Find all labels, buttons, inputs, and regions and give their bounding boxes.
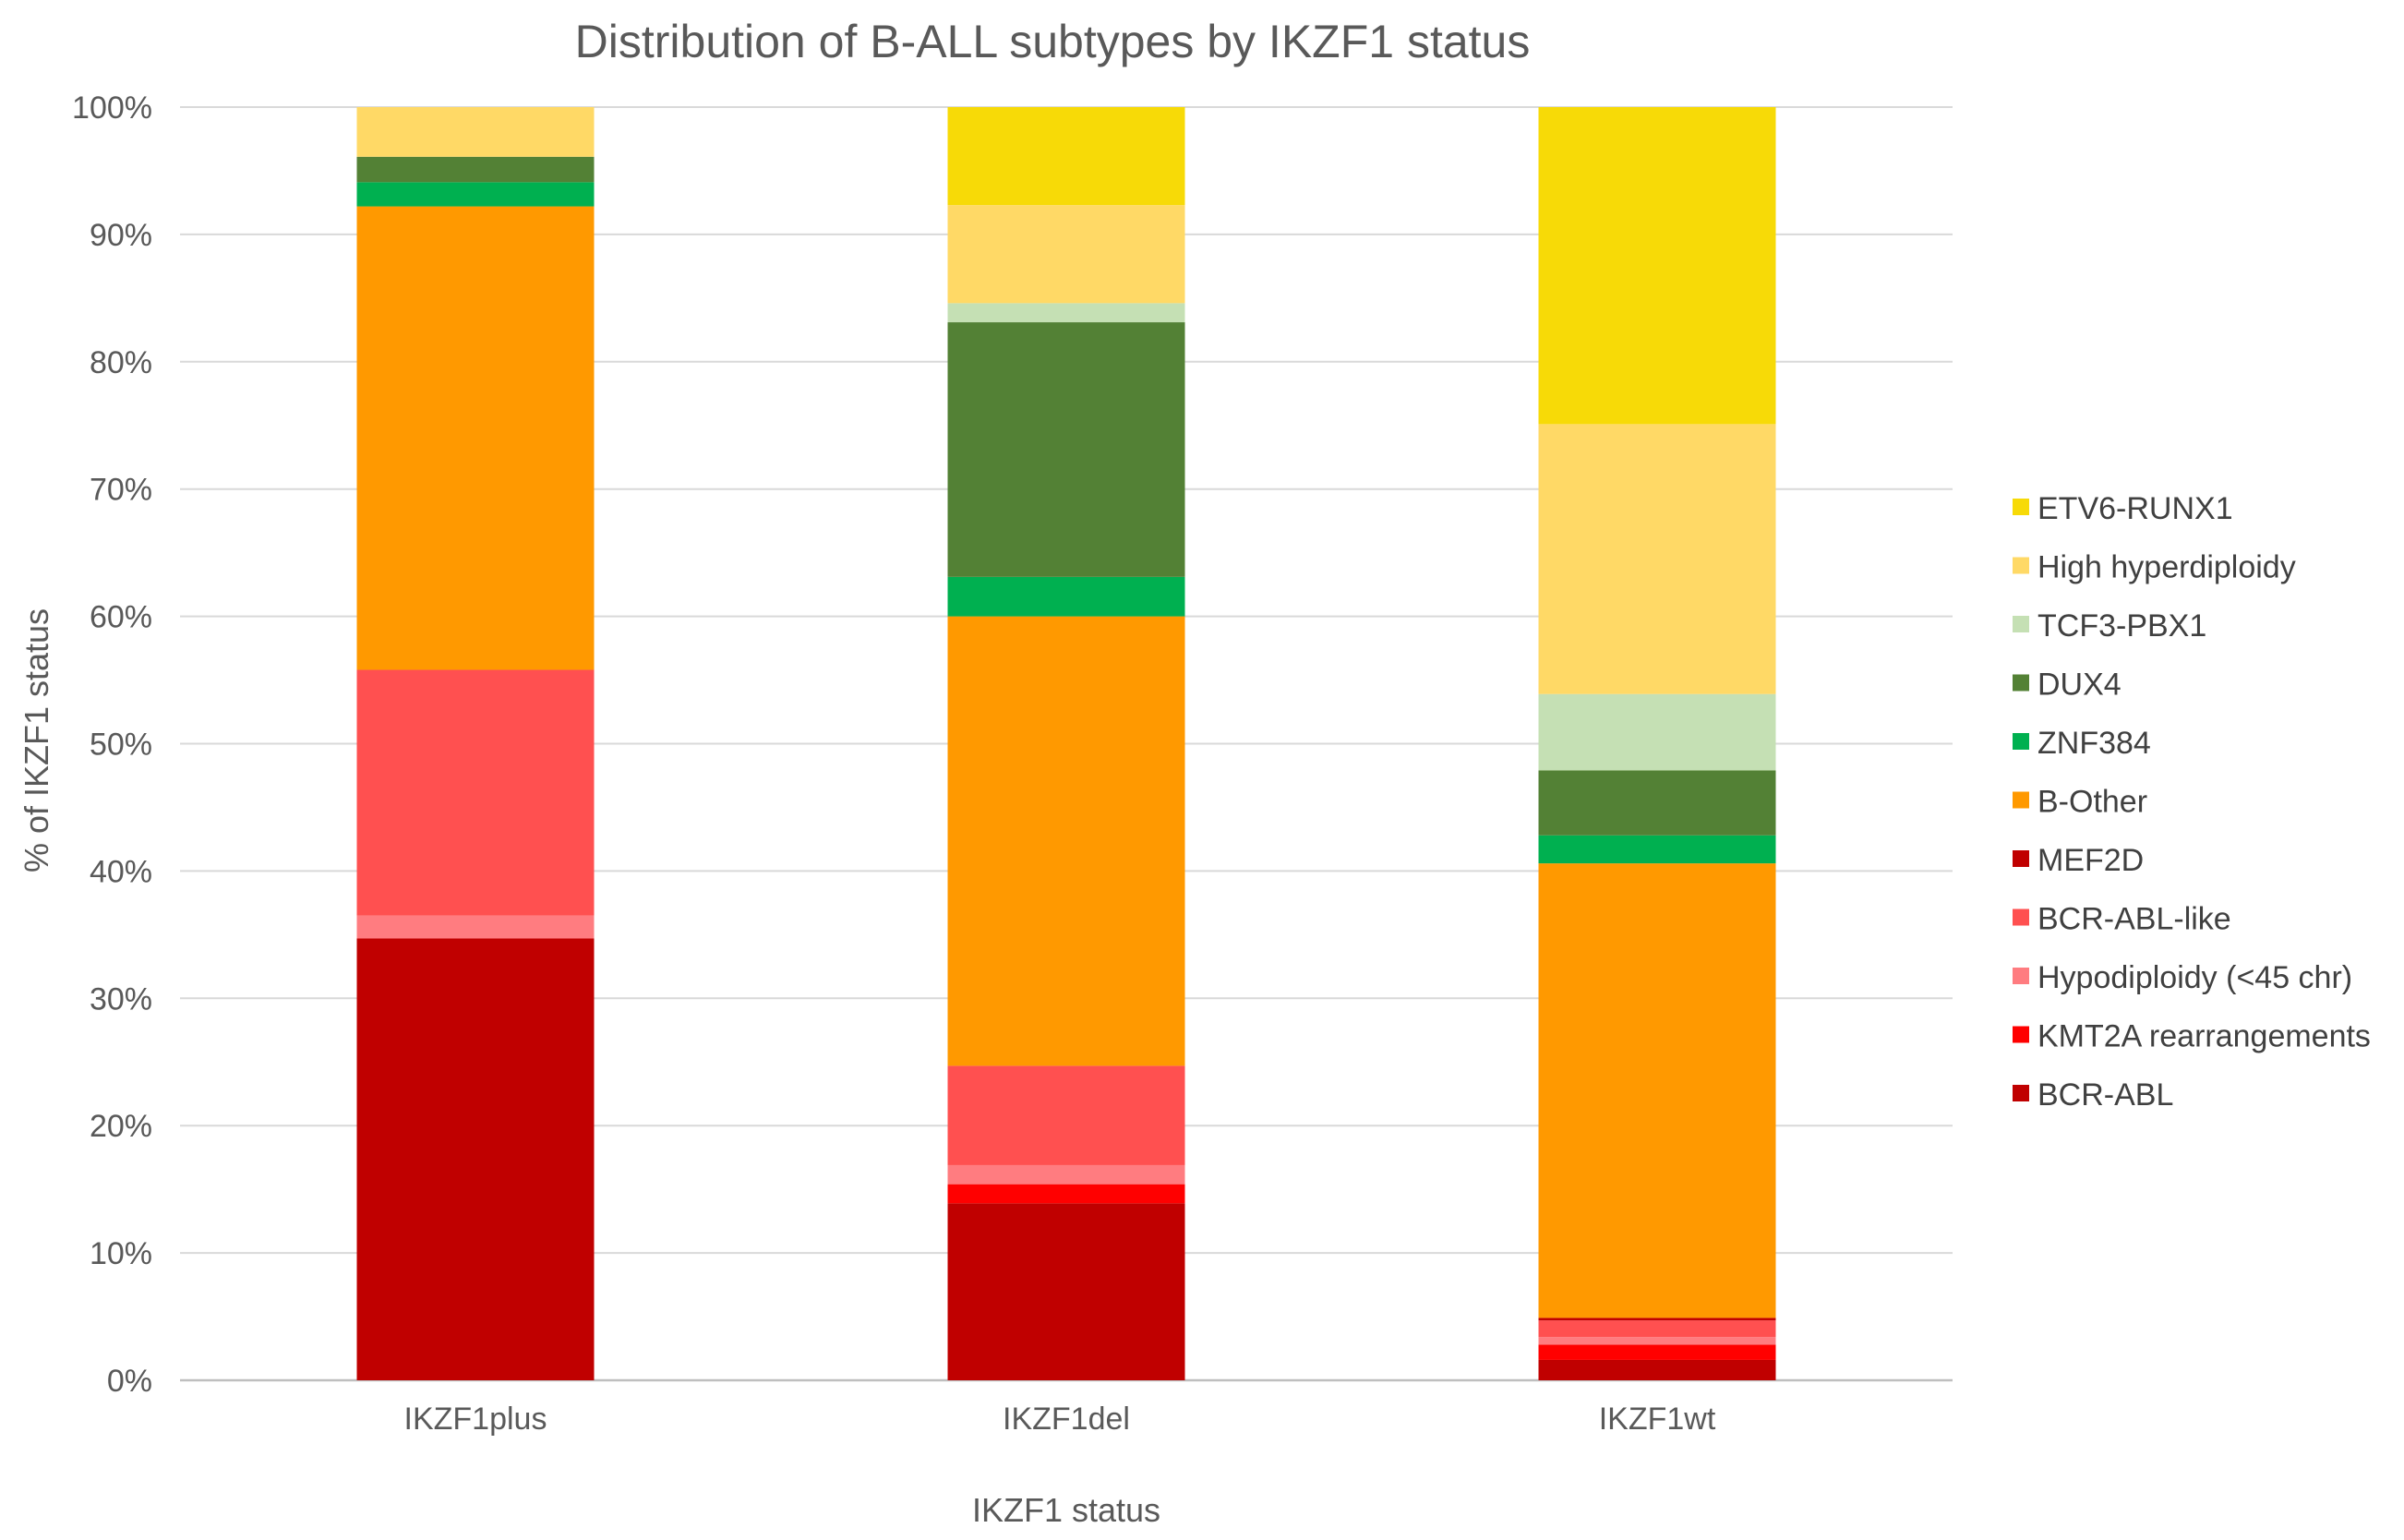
legend-swatch [2013, 557, 2029, 574]
y-tick-label: 60% [90, 600, 152, 635]
bar-segment [356, 107, 595, 157]
bar-segment [356, 915, 595, 939]
bar-segment [356, 182, 595, 207]
bar-segment [947, 205, 1185, 304]
bar-stack-IKZF1wt [1538, 107, 1776, 1380]
legend-item: Hypodiploidy (<45 chr) [2013, 960, 2352, 995]
y-tick-label: 80% [90, 345, 152, 380]
legend-item: B-Other [2013, 785, 2147, 820]
bar-segment [1538, 863, 1776, 1318]
legend-item: BCR-ABL-like [2013, 902, 2231, 937]
y-axis-label: % of IKZF1 status [18, 608, 55, 872]
bar-segment [356, 156, 595, 183]
bar-segment [356, 206, 595, 670]
legend-label: ETV6-RUNX1 [2037, 491, 2233, 526]
bar-stack-IKZF1del [947, 107, 1185, 1380]
bar-segment [947, 1065, 1185, 1165]
bar-segment [1538, 770, 1776, 836]
bar-segment [947, 576, 1185, 617]
legend-label: B-Other [2037, 785, 2147, 820]
bar-segment [947, 322, 1185, 577]
legend-swatch [2013, 616, 2029, 632]
legend-swatch [2013, 733, 2029, 750]
legend-swatch [2013, 1085, 2029, 1101]
y-tick-label: 10% [90, 1236, 152, 1271]
legend-swatch [2013, 968, 2029, 984]
legend-label: High hyperdiploidy [2037, 550, 2296, 585]
x-tick-label: IKZF1plus [404, 1402, 547, 1437]
bars [356, 107, 1776, 1380]
bar-segment [947, 107, 1185, 206]
bar-segment [356, 938, 595, 1380]
x-tick-label: IKZF1del [1003, 1402, 1130, 1437]
bar-segment [1538, 693, 1776, 771]
legend-item: MEF2D [2013, 843, 2144, 878]
legend-swatch [2013, 674, 2029, 692]
y-tick-label: 20% [90, 1109, 152, 1144]
y-tick-label: 90% [90, 218, 152, 253]
bar-segment [947, 303, 1185, 323]
legend-swatch [2013, 1026, 2029, 1043]
legend-item: High hyperdiploidy [2013, 550, 2296, 585]
bar-segment [1538, 835, 1776, 864]
bar-segment [1538, 1344, 1776, 1360]
bar-segment [1538, 107, 1776, 425]
bar-stack-IKZF1plus [356, 107, 595, 1380]
legend-item: ZNF384 [2013, 726, 2151, 761]
legend-swatch [2013, 499, 2029, 515]
bar-segment [947, 1164, 1185, 1185]
chart-title: Distribution of B-ALL subtypes by IKZF1 … [575, 16, 1531, 67]
y-tick-label: 40% [90, 854, 152, 889]
legend-item: KMT2A rearrangements [2013, 1019, 2371, 1054]
legend: ETV6-RUNX1 High hyperdiploidy TCF3-PBX1 DUX… [2013, 491, 2371, 1113]
y-tick-label: 0% [107, 1364, 152, 1399]
bar-segment [947, 1203, 1185, 1380]
bar-segment [1538, 424, 1776, 694]
x-tick-label: IKZF1wt [1599, 1402, 1716, 1437]
legend-item: BCR-ABL [2013, 1077, 2173, 1113]
legend-label: TCF3-PBX1 [2037, 608, 2206, 644]
legend-label: BCR-ABL-like [2037, 902, 2231, 937]
bar-segment [947, 1184, 1185, 1204]
x-axis-label: IKZF1 status [972, 1491, 1160, 1529]
y-tick-label: 50% [90, 728, 152, 763]
legend-swatch [2013, 850, 2029, 867]
legend-item: DUX4 [2013, 668, 2122, 703]
bar-segment [356, 669, 595, 916]
y-axis-ticks: 0% 10% 20% 30% 40% 50% 60% 70% 80% 90% 100% [72, 90, 152, 1399]
legend-item: TCF3-PBX1 [2013, 608, 2206, 644]
bar-segment [1538, 1317, 1776, 1321]
y-tick-label: 70% [90, 473, 152, 508]
legend-swatch [2013, 791, 2029, 809]
y-tick-label: 30% [90, 981, 152, 1017]
x-axis-ticks: IKZF1plus IKZF1del IKZF1wt [404, 1402, 1716, 1437]
bar-segment [947, 616, 1185, 1066]
legend-swatch [2013, 908, 2029, 926]
y-tick-label: 100% [72, 90, 152, 126]
legend-label: ZNF384 [2037, 726, 2151, 761]
bar-segment [1538, 1320, 1776, 1338]
legend-item: ETV6-RUNX1 [2013, 491, 2233, 526]
legend-label: KMT2A rearrangements [2037, 1019, 2371, 1054]
legend-label: BCR-ABL [2037, 1077, 2173, 1113]
legend-label: DUX4 [2037, 668, 2122, 703]
legend-label: Hypodiploidy (<45 chr) [2037, 960, 2352, 995]
legend-label: MEF2D [2037, 843, 2144, 878]
bar-segment [1538, 1337, 1776, 1345]
bar-segment [1538, 1359, 1776, 1380]
